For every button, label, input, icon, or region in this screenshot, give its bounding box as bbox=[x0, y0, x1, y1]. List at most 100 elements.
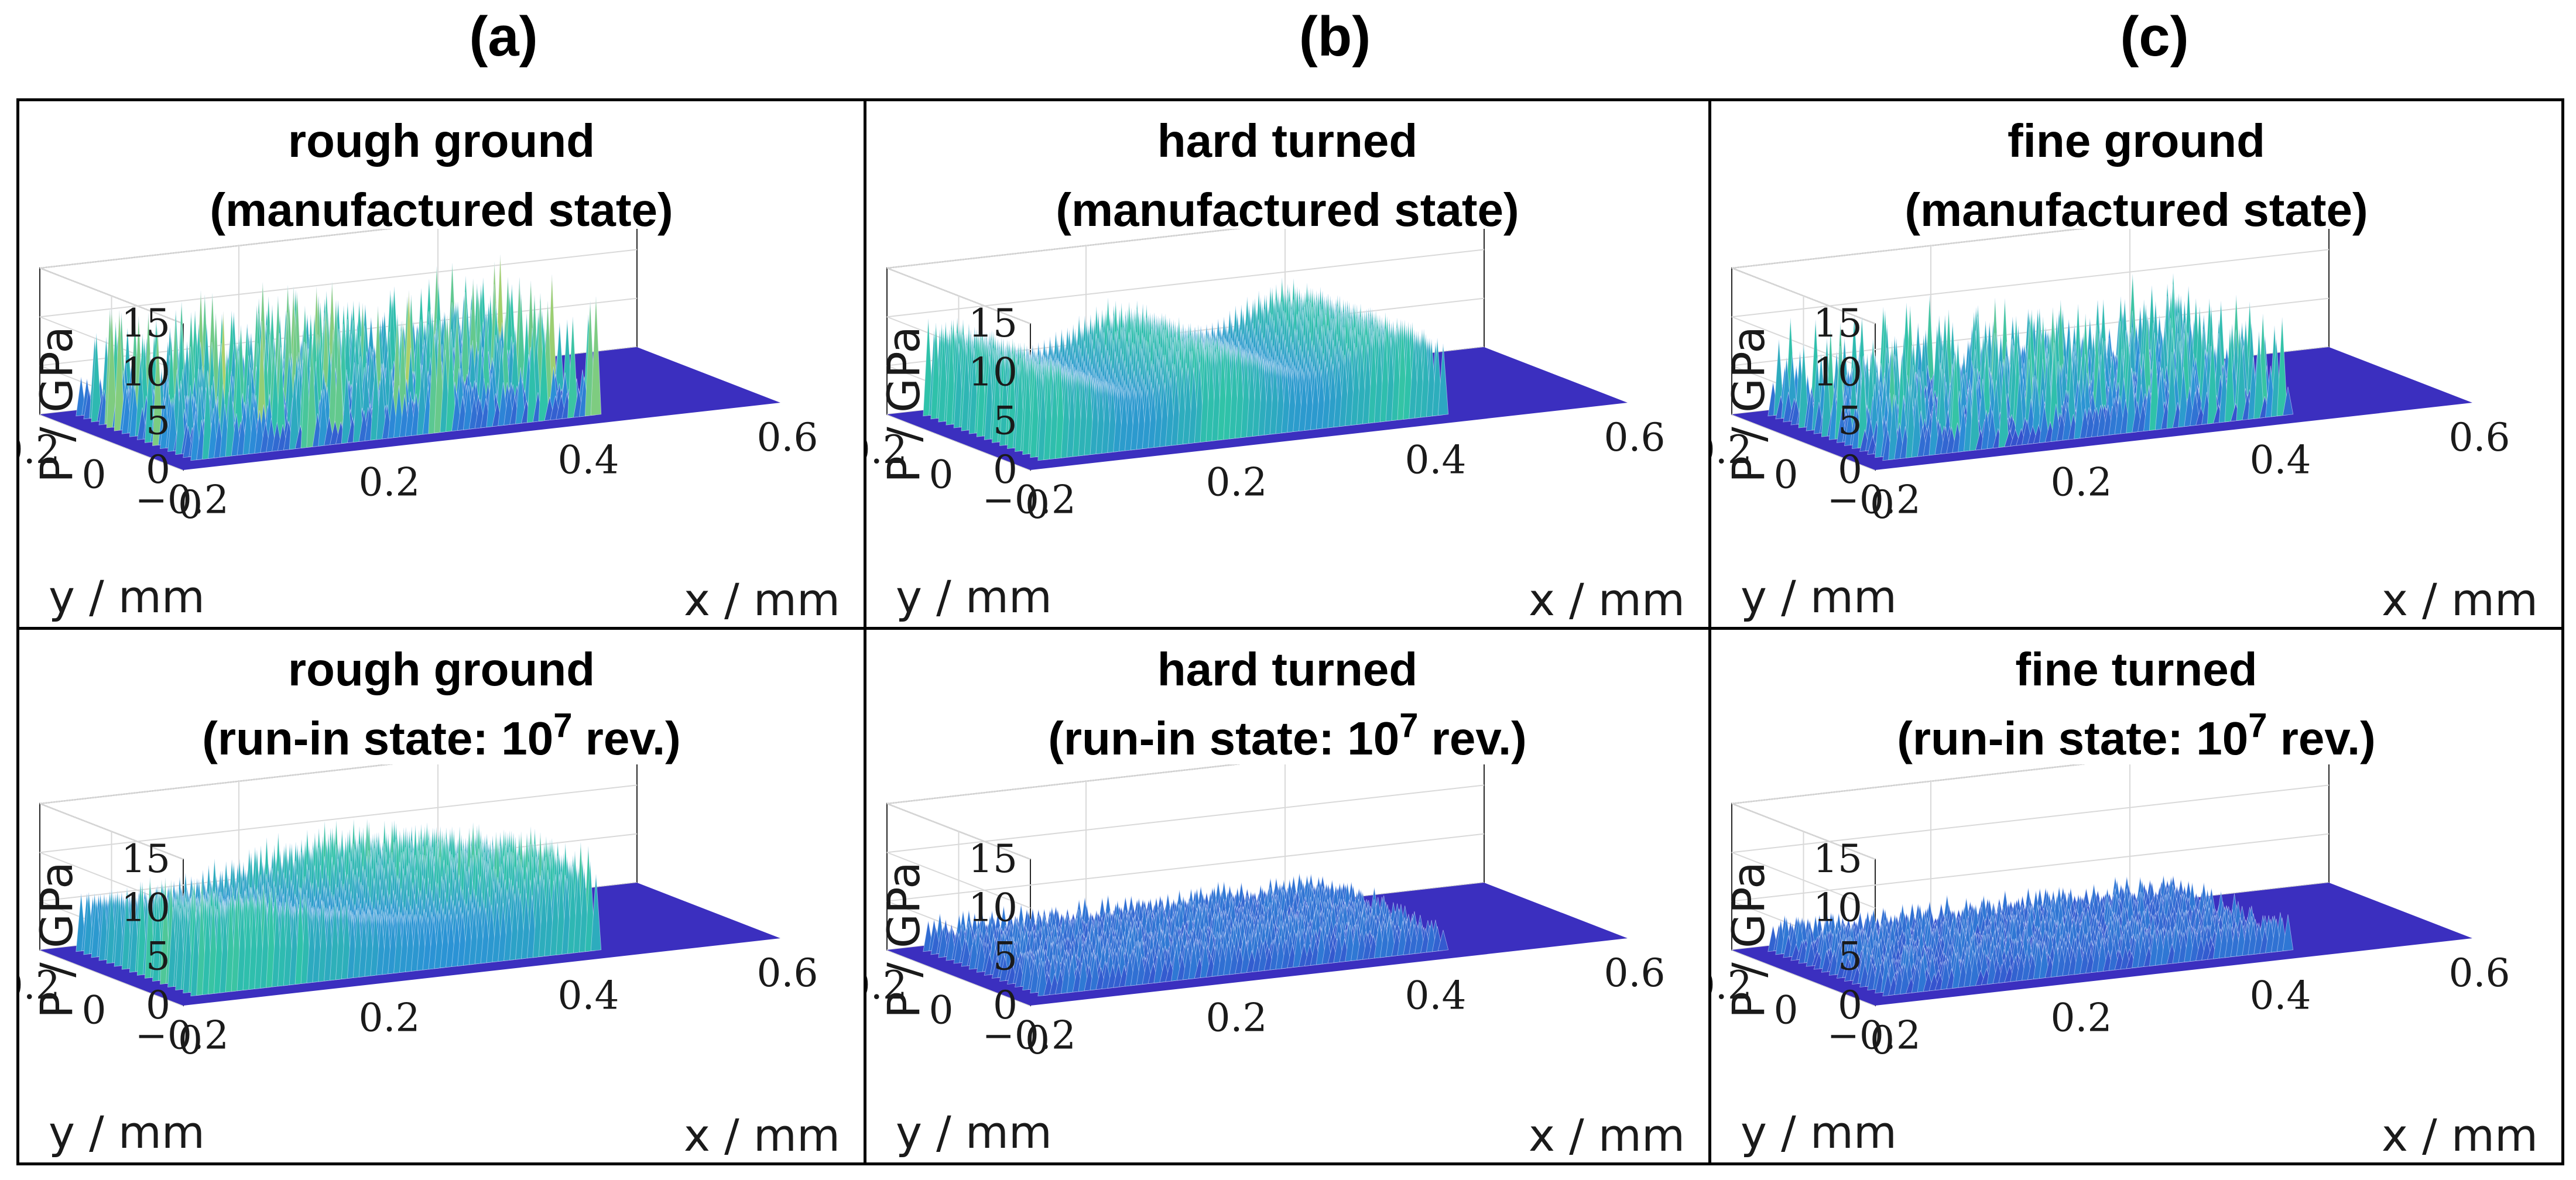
surface-spike bbox=[567, 317, 578, 419]
surface-spike bbox=[2207, 330, 2218, 424]
surface-spike bbox=[341, 369, 352, 444]
z-tick-label: 10 bbox=[121, 885, 170, 930]
x-axis-label: x / mm bbox=[684, 1109, 840, 1161]
panel-b-run-in: hard turned (run-in state: 107 rev.) 0 5 10 1… bbox=[866, 630, 1708, 1162]
y-tick-label: −0.2 bbox=[135, 477, 229, 522]
surface-spike bbox=[175, 380, 186, 455]
x-tick-label: 0.6 bbox=[2449, 415, 2510, 460]
surface-spike bbox=[446, 332, 457, 433]
y-tick-label: −0.2 bbox=[982, 477, 1076, 522]
surface-spike bbox=[526, 328, 538, 423]
panel-title-line1: fine ground bbox=[2008, 115, 2265, 167]
surface-spike bbox=[538, 323, 550, 422]
x-tick-label: 0 bbox=[178, 1018, 203, 1063]
panel-title-line2: (manufactured state) bbox=[1904, 184, 2368, 236]
z-tick-label: 0 bbox=[993, 447, 1018, 492]
panel-title-line2: (run-in state: 107 rev.) bbox=[1048, 706, 1527, 765]
x-tick-label: 0.2 bbox=[2051, 460, 2112, 505]
panel-title-line1: hard turned bbox=[1157, 643, 1418, 695]
surface-spike bbox=[2190, 391, 2201, 427]
x-tick-label: 0 bbox=[178, 482, 203, 527]
z-tick-label: 5 bbox=[146, 399, 170, 444]
x-axis-label: x / mm bbox=[2382, 574, 2538, 626]
y-tick-label: −0.2 bbox=[1827, 477, 1921, 522]
panel-title-line2: (run-in state: 107 rev.) bbox=[202, 706, 681, 765]
x-tick-label: 0.2 bbox=[1206, 460, 1268, 505]
surface-spike bbox=[106, 308, 118, 428]
y-axis-label: y / mm bbox=[49, 571, 205, 623]
surface-spike bbox=[167, 397, 179, 452]
panel-title-line2: (manufactured state) bbox=[210, 184, 673, 236]
z-tick-label: 15 bbox=[121, 836, 170, 881]
column-label-b: (b) bbox=[1299, 5, 1371, 68]
z-tick-label: 10 bbox=[121, 349, 170, 395]
surface-spike bbox=[590, 874, 602, 952]
y-tick-label: 0 bbox=[82, 988, 107, 1033]
surface-spikes bbox=[1767, 273, 2294, 461]
y-axis-label: y / mm bbox=[1741, 571, 1897, 623]
surface-spike bbox=[376, 368, 387, 440]
frame-right bbox=[2561, 98, 2564, 1165]
column-label-a: (a) bbox=[469, 5, 538, 68]
surface-spike bbox=[2276, 317, 2288, 417]
surface-spike bbox=[306, 338, 317, 448]
z-tick-label: 0 bbox=[146, 983, 170, 1028]
surface-spike bbox=[2074, 380, 2085, 440]
surface-spikes bbox=[923, 277, 1449, 461]
surface-spike bbox=[352, 364, 364, 443]
surface-spike bbox=[486, 373, 497, 428]
z-tick-label: 10 bbox=[1813, 349, 1862, 395]
panel-c-manufactured: fine ground(manufactured state)0510150.2… bbox=[1711, 101, 2561, 627]
x-tick-label: 0.6 bbox=[757, 951, 818, 996]
y-axis-label: y / mm bbox=[896, 571, 1052, 623]
surface-spike bbox=[2039, 404, 2050, 444]
z-axis-label: P / GPa bbox=[1722, 326, 1775, 483]
frame-bottom bbox=[16, 1162, 2564, 1165]
z-tick-label: 10 bbox=[968, 349, 1018, 395]
x-tick-label: 0.4 bbox=[2250, 437, 2311, 482]
z-tick-label: 15 bbox=[968, 301, 1018, 346]
z-tick-label: 0 bbox=[1838, 447, 1862, 492]
frame-divider-2 bbox=[1708, 98, 1711, 1165]
surface-spike bbox=[2224, 328, 2236, 423]
x-tick-label: 0 bbox=[1870, 482, 1895, 527]
surface-spike bbox=[1969, 368, 1981, 451]
y-tick-label: 0.2 bbox=[866, 427, 907, 472]
z-tick-label: 15 bbox=[1813, 301, 1862, 346]
surface-spike bbox=[1928, 396, 1940, 456]
panel-title-line1: rough ground bbox=[287, 643, 595, 695]
surface-spikes bbox=[76, 819, 602, 997]
z-tick-label: 15 bbox=[121, 301, 170, 346]
x-tick-label: 0.2 bbox=[359, 996, 420, 1041]
x-axis-label: x / mm bbox=[1529, 574, 1685, 626]
surface-spike bbox=[2154, 372, 2166, 430]
surface-spike bbox=[318, 389, 329, 447]
panel-a-run-in: rough ground (run-in state: 107 rev.) 0 5 10… bbox=[19, 630, 864, 1162]
surface-spike bbox=[91, 333, 102, 423]
surface-spike bbox=[2236, 338, 2248, 421]
surface-spike bbox=[2126, 368, 2137, 434]
y-tick-label: 0 bbox=[1774, 452, 1799, 498]
title-superscript: 7 bbox=[553, 706, 573, 745]
z-tick-label: 0 bbox=[146, 447, 170, 492]
surface-spike bbox=[1798, 344, 1810, 428]
column-label-c: (c) bbox=[2120, 5, 2189, 68]
frame-left bbox=[16, 98, 19, 1165]
z-axis-label: P / GPa bbox=[878, 326, 930, 483]
surface-spikes bbox=[923, 873, 1449, 997]
x-tick-label: 0.6 bbox=[1604, 415, 1666, 460]
surface-spikes bbox=[76, 255, 602, 461]
frame-top bbox=[16, 98, 2564, 101]
frame-middle bbox=[16, 627, 2564, 630]
y-axis-label: y / mm bbox=[49, 1106, 205, 1158]
surface-spike bbox=[1437, 343, 1449, 416]
surface-spike bbox=[2282, 386, 2294, 416]
panel-title-line1: rough ground bbox=[287, 115, 595, 167]
x-tick-label: 0 bbox=[1025, 482, 1050, 527]
x-tick-label: 0.4 bbox=[558, 973, 619, 1018]
x-tick-label: 0.4 bbox=[558, 437, 619, 482]
